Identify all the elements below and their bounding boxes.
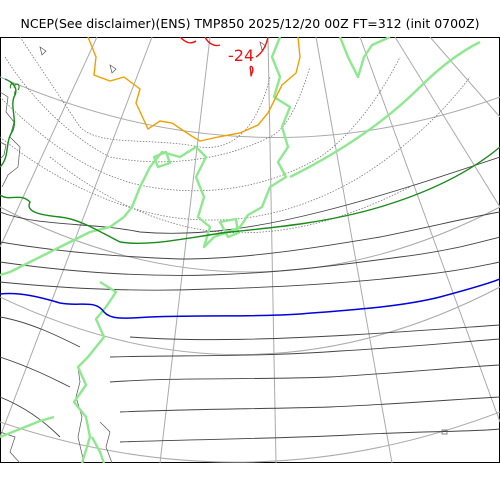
zero-line <box>0 278 500 319</box>
coastline <box>99 421 113 463</box>
contour-label-minus24: -24 <box>228 46 254 65</box>
red-contour <box>204 37 221 47</box>
lightgreen-contour <box>90 436 106 463</box>
meridian-line <box>0 37 98 248</box>
isotherm-line <box>0 396 61 438</box>
red-contour-group <box>179 37 269 77</box>
lightgreen-contour <box>289 40 481 179</box>
isotherm-line <box>0 261 500 291</box>
orange-contour <box>87 37 301 142</box>
map-canvas: -24 -3 <box>0 37 500 463</box>
island <box>39 46 47 56</box>
red-contour <box>249 65 254 77</box>
isotherm-line <box>0 211 500 260</box>
parallel-line <box>0 76 500 138</box>
contour-label-minus3: -3 <box>7 81 24 96</box>
island <box>441 429 448 435</box>
map-title: NCEP(See disclaimer)(ENS) TMP850 2025/12… <box>20 16 480 31</box>
isotherm-line <box>0 236 500 276</box>
isotherm-line <box>109 364 500 383</box>
isotherms <box>0 156 500 443</box>
meridian-line <box>429 37 500 118</box>
lightgreen-contour <box>0 216 125 277</box>
isotherm-line <box>119 396 500 413</box>
graticule <box>0 37 500 463</box>
parallel-line <box>0 206 500 273</box>
lightgreen-contour <box>0 415 55 439</box>
minor-isotherms <box>0 37 471 234</box>
red-contour <box>255 37 269 58</box>
meridian-line <box>267 37 277 463</box>
meridian-line <box>159 37 211 463</box>
isotherm-line <box>109 338 500 358</box>
meridian-line <box>0 37 153 438</box>
lightgreen-contour <box>152 150 172 169</box>
parallel-line <box>0 411 500 463</box>
lightgreen-contour <box>72 280 118 463</box>
isotherm-line <box>0 156 500 234</box>
isotherm-line <box>0 316 81 348</box>
lightgreen-contour <box>123 37 292 249</box>
lightgreen-contours <box>0 37 481 463</box>
meridian-line <box>394 37 500 208</box>
green-contour <box>0 146 500 245</box>
coastline <box>0 141 7 160</box>
isotherm-line <box>119 428 500 443</box>
meridian-line <box>315 37 393 463</box>
zero-isotherm <box>0 278 500 319</box>
isotherm-line <box>0 356 71 388</box>
isotherm-line <box>129 324 500 341</box>
lightgreen-contour <box>338 37 391 79</box>
red-contour <box>179 37 197 44</box>
island <box>109 64 117 74</box>
orange-contour-group <box>87 37 301 142</box>
map-panel: -24 -3 <box>0 37 500 463</box>
meridian-line <box>359 37 500 423</box>
green-contour <box>0 78 17 168</box>
green-contours <box>0 78 500 245</box>
